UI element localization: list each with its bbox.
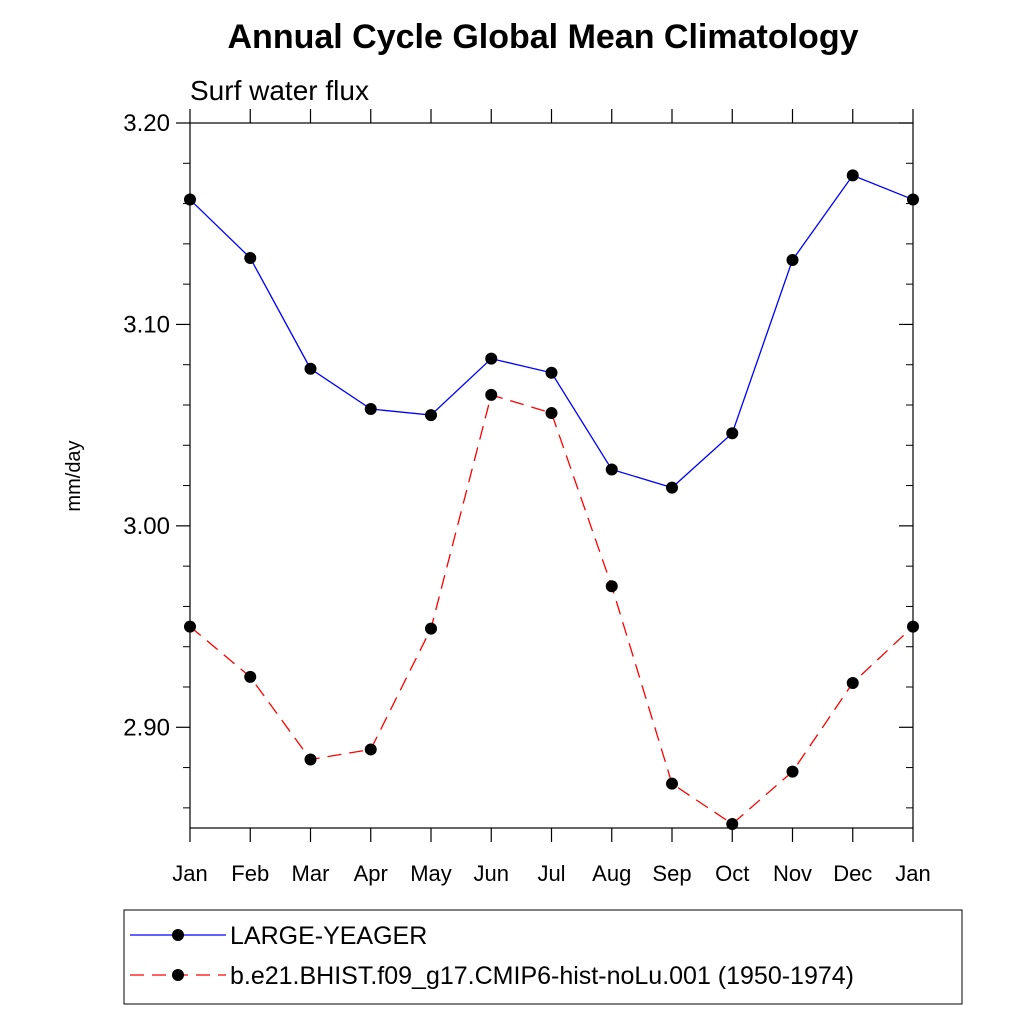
y-axis-label: mm/day: [63, 440, 85, 511]
series-0: [184, 169, 919, 494]
legend: LARGE-YEAGER b.e21.BHIST.f09_g17.CMIP6-hi…: [123, 909, 963, 1005]
x-tick-label: Apr: [354, 861, 388, 886]
data-point: [846, 169, 859, 182]
data-point: [666, 481, 678, 494]
legend-marker-0: [172, 929, 184, 941]
x-tick-label: Nov: [773, 861, 812, 886]
data-point: [726, 427, 739, 440]
x-tick-label: Jul: [537, 861, 565, 886]
data-point: [304, 753, 317, 766]
data-point: [786, 253, 799, 266]
y-tick-label: 3.20: [123, 110, 170, 137]
x-tick-label: Aug: [592, 861, 631, 886]
data-point: [184, 193, 196, 206]
data-point: [425, 622, 437, 635]
series-layer: [184, 169, 919, 830]
series-line: [189, 394, 914, 825]
plot-frame: [189, 122, 914, 829]
x-tick-label: Feb: [231, 861, 269, 886]
x-tick-label: Jan: [895, 861, 930, 886]
plot-axes: 2.90 3.00 3.10 3.20 Jan Feb Mar Apr May Jun Jul Aug…: [123, 109, 931, 886]
x-tick-label: Jan: [172, 861, 207, 886]
data-point: [605, 463, 618, 476]
x-tick-label: Mar: [292, 861, 330, 886]
x-tick-label: Oct: [715, 861, 749, 886]
data-point: [545, 407, 558, 420]
series-1: [184, 388, 919, 830]
legend-label-1: b.e21.BHIST.f09_g17.CMIP6-hist-noLu.001 …: [230, 962, 854, 990]
data-point: [666, 777, 678, 790]
y-tick-label: 2.90: [123, 714, 170, 741]
data-point: [184, 620, 196, 633]
chart-title: Annual Cycle Global Mean Climatology: [228, 18, 859, 56]
data-point: [485, 388, 498, 401]
data-point: [907, 193, 919, 206]
data-point: [304, 362, 317, 375]
data-point: [726, 817, 739, 830]
legend-box: [123, 909, 963, 1005]
data-point: [605, 580, 618, 593]
series-line: [189, 174, 914, 489]
data-point: [244, 251, 257, 264]
data-point: [545, 366, 558, 379]
data-point: [425, 409, 437, 422]
legend-label-0: LARGE-YEAGER: [230, 922, 427, 950]
data-point: [364, 403, 377, 416]
x-tick-label: Sep: [652, 861, 691, 886]
x-tick-label: Dec: [833, 861, 872, 886]
y-tick-label: 3.00: [123, 513, 170, 540]
data-point: [244, 670, 257, 683]
data-point: [907, 620, 919, 633]
data-point: [485, 352, 498, 365]
x-tick-label: Jun: [474, 861, 509, 886]
y-tick-label: 3.10: [123, 311, 170, 338]
x-tick-label: May: [410, 861, 452, 886]
data-point: [846, 676, 859, 689]
data-point: [786, 765, 799, 778]
legend-marker-1: [172, 969, 184, 981]
data-point: [364, 743, 377, 756]
chart-subtitle: Surf water flux: [190, 75, 369, 106]
